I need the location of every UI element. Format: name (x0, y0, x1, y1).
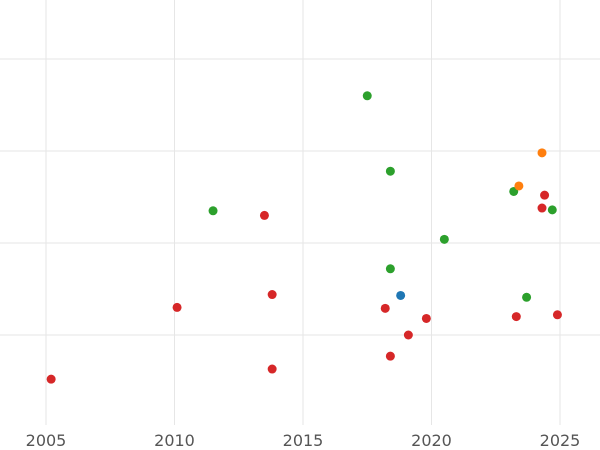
x-tick-label: 2010 (154, 431, 195, 450)
scatter-point (267, 364, 277, 374)
scatter-point (396, 290, 406, 300)
grid (0, 0, 600, 425)
scatter-point (208, 206, 218, 216)
scatter-point (172, 302, 182, 312)
scatter-point (511, 312, 521, 322)
scatter-point (362, 91, 372, 101)
scatter-point (421, 313, 431, 323)
scatter-point (46, 374, 56, 384)
x-axis-tick-labels: 2005 2010 2015 2020 2025 (26, 431, 581, 450)
scatter-point (537, 148, 547, 158)
data-points (46, 91, 562, 384)
scatter-point (552, 310, 562, 320)
x-tick-label: 2015 (283, 431, 324, 450)
scatter-point (385, 351, 395, 361)
scatter-point (439, 234, 449, 244)
scatter-point (380, 303, 390, 313)
scatter-point (547, 205, 557, 215)
scatter-point (514, 181, 524, 191)
scatter-point (385, 264, 395, 274)
x-tick-label: 2005 (26, 431, 67, 450)
scatter-point (522, 292, 532, 302)
scatter-point (537, 203, 547, 213)
x-tick-label: 2025 (540, 431, 581, 450)
scatter-point (385, 166, 395, 176)
scatter-point (540, 190, 550, 200)
scatter-point (267, 290, 277, 300)
scatter-point (403, 330, 413, 340)
scatter-point (259, 210, 269, 220)
x-tick-label: 2020 (411, 431, 452, 450)
